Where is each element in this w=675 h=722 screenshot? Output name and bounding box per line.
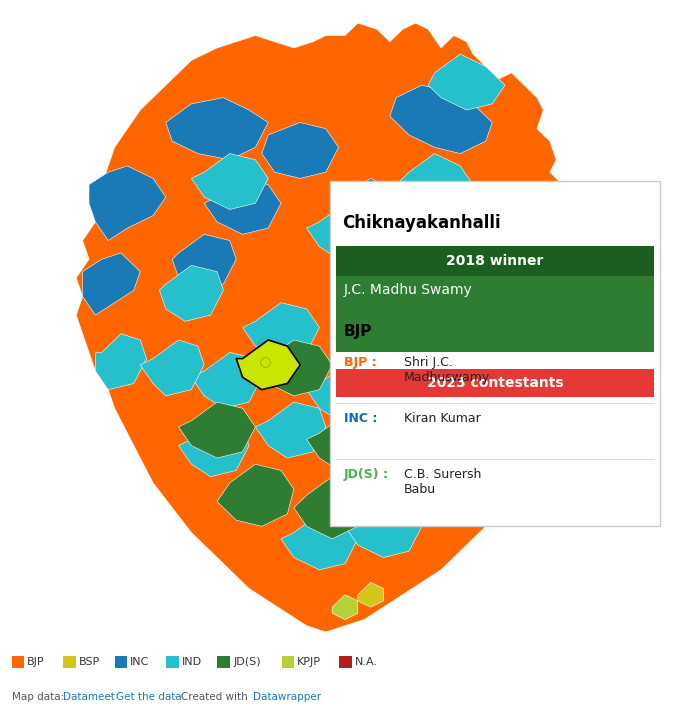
Text: N.A.: N.A.: [355, 657, 378, 667]
Text: JD(S): JD(S): [233, 657, 261, 667]
Text: BJP: BJP: [344, 323, 373, 339]
Polygon shape: [262, 123, 339, 178]
Polygon shape: [358, 240, 435, 309]
Text: INC: INC: [130, 657, 150, 667]
Polygon shape: [306, 414, 377, 471]
Bar: [217, 656, 230, 668]
Bar: [340, 656, 352, 668]
Text: Chiknayakanhalli: Chiknayakanhalli: [342, 214, 501, 232]
Polygon shape: [76, 23, 569, 632]
Polygon shape: [332, 595, 358, 619]
Polygon shape: [242, 303, 319, 359]
Polygon shape: [358, 582, 383, 607]
Text: 2023 contestants: 2023 contestants: [427, 375, 564, 390]
Polygon shape: [217, 464, 294, 526]
Polygon shape: [389, 85, 492, 154]
Polygon shape: [306, 204, 377, 259]
Polygon shape: [192, 154, 268, 209]
Polygon shape: [345, 502, 422, 557]
Bar: [330, 181, 660, 526]
Text: Datawrapper: Datawrapper: [252, 692, 321, 703]
Bar: [11, 656, 24, 668]
Polygon shape: [192, 352, 262, 409]
Polygon shape: [95, 334, 146, 390]
Text: BJP :: BJP :: [344, 356, 381, 369]
Text: Get the data: Get the data: [115, 692, 182, 703]
Polygon shape: [255, 340, 332, 396]
Bar: [166, 656, 179, 668]
Text: JD(S) :: JD(S) :: [344, 468, 394, 481]
Polygon shape: [332, 178, 409, 240]
Polygon shape: [281, 514, 358, 570]
Text: Map data:: Map data:: [11, 692, 67, 703]
Bar: [336, 276, 654, 352]
Text: Shri J.C.
Madhuswamy: Shri J.C. Madhuswamy: [404, 356, 490, 384]
Bar: [336, 246, 654, 276]
Polygon shape: [236, 340, 300, 390]
Polygon shape: [179, 421, 249, 477]
Text: J.C. Madhu Swamy: J.C. Madhu Swamy: [344, 282, 472, 297]
Bar: [336, 369, 654, 396]
Polygon shape: [172, 235, 236, 290]
Polygon shape: [255, 402, 326, 458]
Bar: [63, 656, 76, 668]
Polygon shape: [371, 402, 441, 458]
Text: KPJP: KPJP: [297, 657, 321, 667]
Text: INC :: INC :: [344, 412, 382, 425]
Bar: [115, 656, 128, 668]
Polygon shape: [179, 402, 255, 458]
Text: C.B. Surersh
Babu: C.B. Surersh Babu: [404, 468, 481, 496]
Polygon shape: [294, 477, 371, 539]
Polygon shape: [306, 365, 377, 421]
Polygon shape: [82, 253, 140, 315]
Polygon shape: [166, 97, 268, 160]
Text: Kiran Kumar: Kiran Kumar: [404, 412, 481, 425]
Text: BJP: BJP: [27, 657, 45, 667]
Text: Datameet: Datameet: [63, 692, 115, 703]
Text: 2018 winner: 2018 winner: [446, 254, 543, 268]
Text: ·: ·: [106, 692, 115, 703]
Text: · Created with: · Created with: [171, 692, 251, 703]
Polygon shape: [428, 54, 505, 110]
Text: BSP: BSP: [79, 657, 100, 667]
Polygon shape: [396, 154, 473, 216]
Polygon shape: [159, 266, 223, 321]
Polygon shape: [205, 178, 281, 235]
Bar: [281, 656, 294, 668]
Text: IND: IND: [182, 657, 202, 667]
Polygon shape: [89, 166, 166, 240]
Polygon shape: [140, 340, 205, 396]
